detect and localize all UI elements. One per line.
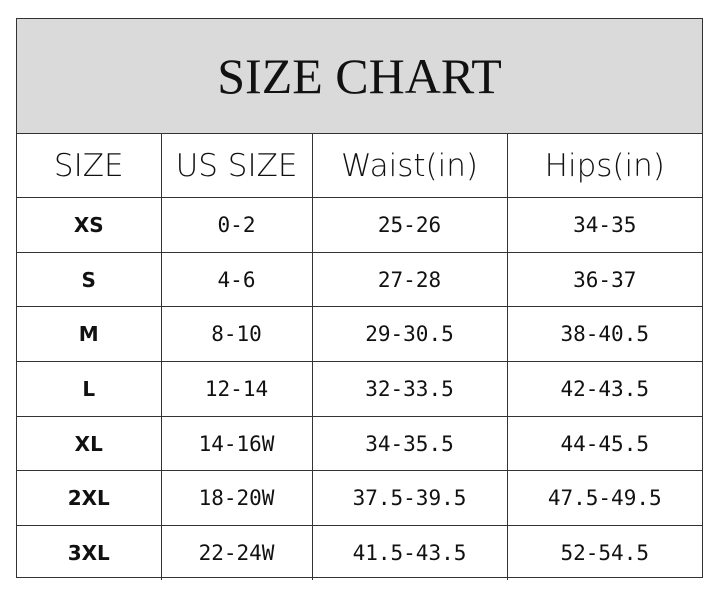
cell-hips: 44-45.5 (506, 415, 702, 472)
cell-hips: 34-35 (506, 197, 702, 253)
table-row: 3XL 22-24W 41.5-43.5 52-54.5 (17, 525, 702, 580)
cell-size: M (17, 306, 162, 363)
cell-size: XL (17, 415, 162, 472)
cell-size: L (17, 361, 162, 417)
size-chart: SIZE CHART SIZE US SIZE Waist(in) Hips(i… (16, 18, 703, 580)
cell-hips: 38-40.5 (506, 306, 702, 363)
header-hips: Hips(in) (506, 134, 702, 198)
header-us-size: US SIZE (160, 134, 313, 198)
chart-title: SIZE CHART (17, 19, 702, 134)
cell-hips: 42-43.5 (506, 361, 702, 417)
table-row: M 8-10 29-30.5 38-40.5 (17, 306, 702, 363)
cell-us-size: 0-2 (160, 197, 313, 253)
cell-waist: 29-30.5 (311, 306, 508, 363)
cell-waist: 37.5-39.5 (311, 470, 508, 527)
table-row: S 4-6 27-28 36-37 (17, 251, 702, 308)
cell-us-size: 4-6 (160, 251, 313, 308)
cell-us-size: 12-14 (160, 361, 313, 417)
cell-us-size: 14-16W (160, 415, 313, 472)
cell-hips: 36-37 (506, 251, 702, 308)
cell-size: XS (17, 197, 162, 253)
cell-waist: 34-35.5 (311, 415, 508, 472)
header-row: SIZE US SIZE Waist(in) Hips(in) (17, 134, 702, 198)
cell-waist: 32-33.5 (311, 361, 508, 417)
cell-waist: 25-26 (311, 197, 508, 253)
table-row: L 12-14 32-33.5 42-43.5 (17, 361, 702, 417)
cell-size: S (17, 251, 162, 308)
cell-us-size: 22-24W (160, 525, 313, 580)
table-row: XL 14-16W 34-35.5 44-45.5 (17, 415, 702, 472)
cell-size: 3XL (17, 525, 162, 580)
table-row: XS 0-2 25-26 34-35 (17, 197, 702, 253)
cell-hips: 47.5-49.5 (506, 470, 702, 527)
cell-hips: 52-54.5 (506, 525, 702, 580)
cell-us-size: 8-10 (160, 306, 313, 363)
cell-waist: 27-28 (311, 251, 508, 308)
header-waist: Waist(in) (311, 134, 508, 198)
table-row: 2XL 18-20W 37.5-39.5 47.5-49.5 (17, 470, 702, 527)
cell-us-size: 18-20W (160, 470, 313, 527)
header-size: SIZE (17, 134, 162, 198)
size-table: SIZE US SIZE Waist(in) Hips(in) XS 0-2 25-… (17, 134, 702, 580)
cell-size: 2XL (17, 470, 162, 527)
cell-waist: 41.5-43.5 (311, 525, 508, 580)
